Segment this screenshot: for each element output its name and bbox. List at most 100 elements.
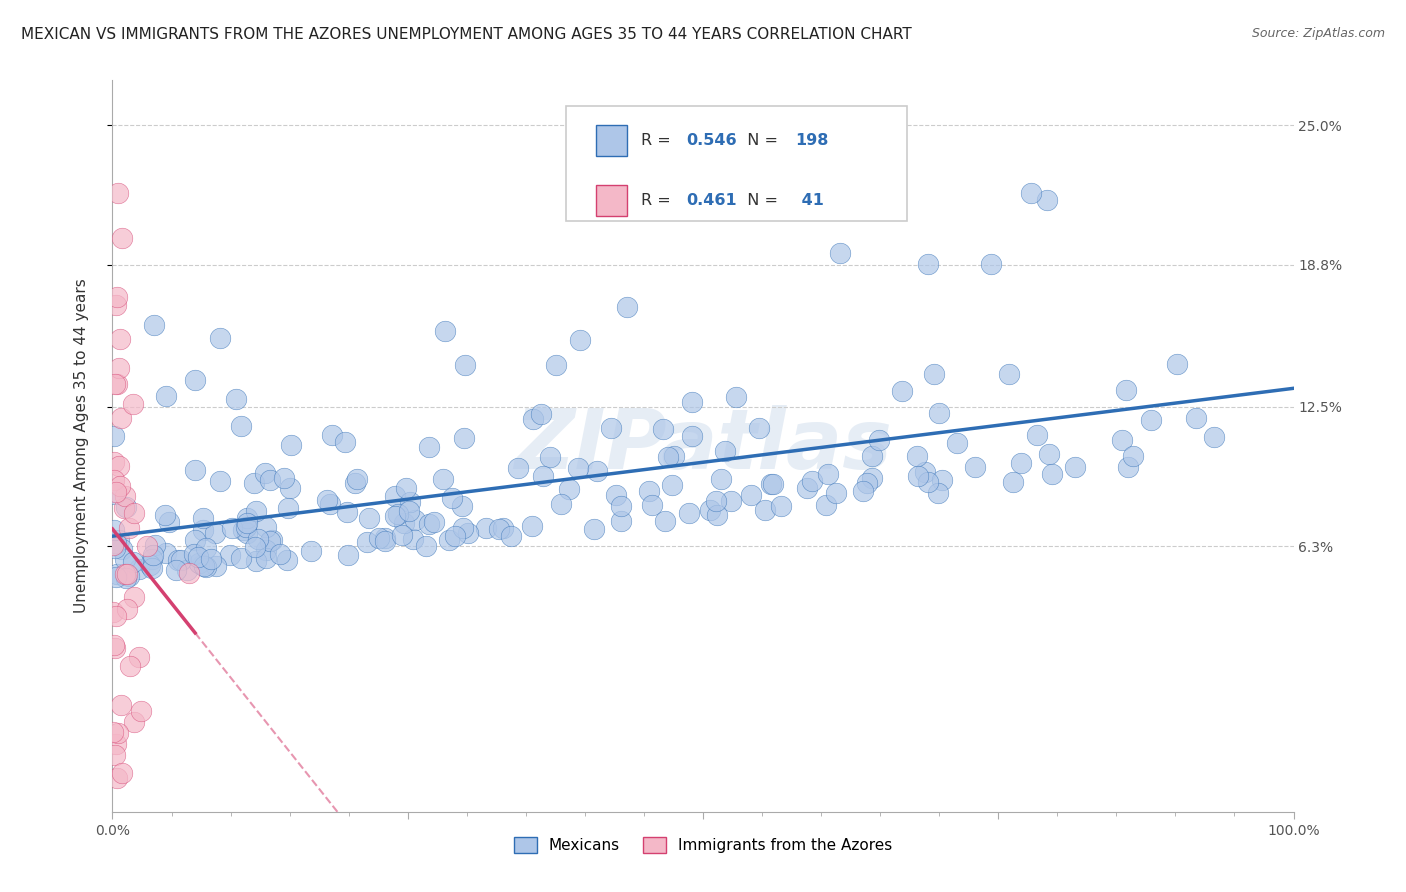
Point bbox=[111, 542, 134, 557]
Point bbox=[914, 465, 936, 479]
Point bbox=[108, 458, 131, 473]
Text: Source: ZipAtlas.com: Source: ZipAtlas.com bbox=[1251, 27, 1385, 40]
Point bbox=[402, 532, 425, 546]
Point bbox=[392, 516, 415, 531]
Point bbox=[661, 477, 683, 491]
Point bbox=[321, 428, 343, 442]
Point bbox=[105, 567, 128, 582]
Point bbox=[225, 392, 247, 407]
Point bbox=[605, 488, 627, 502]
Point bbox=[204, 558, 226, 573]
Point bbox=[253, 466, 276, 480]
Point bbox=[104, 541, 127, 555]
Text: ZIPatlas: ZIPatlas bbox=[515, 406, 891, 486]
Point bbox=[927, 485, 949, 500]
Point bbox=[1021, 186, 1043, 200]
Point bbox=[269, 548, 291, 562]
Point bbox=[104, 487, 127, 501]
Point bbox=[531, 468, 554, 483]
Point bbox=[115, 571, 138, 585]
Text: 41: 41 bbox=[796, 194, 824, 209]
Point bbox=[522, 412, 544, 426]
Point bbox=[538, 450, 561, 465]
Point bbox=[200, 552, 222, 566]
Point bbox=[191, 558, 214, 572]
Point bbox=[492, 520, 515, 534]
Point bbox=[550, 497, 572, 511]
Point bbox=[544, 358, 567, 372]
Point bbox=[1040, 467, 1063, 481]
Point bbox=[582, 522, 605, 536]
Legend: Mexicans, Immigrants from the Azores: Mexicans, Immigrants from the Azores bbox=[508, 830, 898, 859]
Point bbox=[499, 529, 522, 543]
Text: 0.546: 0.546 bbox=[686, 133, 737, 148]
Point bbox=[235, 511, 257, 525]
Point bbox=[917, 475, 939, 489]
Point bbox=[103, 429, 125, 443]
Point bbox=[277, 501, 299, 516]
Point bbox=[398, 494, 420, 508]
Point bbox=[710, 472, 733, 486]
Text: 0.461: 0.461 bbox=[686, 194, 737, 209]
Point bbox=[122, 397, 145, 411]
Point bbox=[1116, 460, 1139, 475]
Point bbox=[567, 460, 589, 475]
Point bbox=[395, 481, 418, 495]
Point bbox=[105, 771, 128, 785]
Point bbox=[141, 552, 163, 566]
Point bbox=[107, 533, 129, 547]
Point bbox=[114, 551, 136, 566]
Point bbox=[706, 508, 728, 522]
Point bbox=[530, 407, 553, 421]
Point bbox=[868, 433, 890, 447]
Point bbox=[166, 553, 188, 567]
Point bbox=[280, 438, 302, 452]
Point bbox=[654, 514, 676, 528]
Point bbox=[1026, 428, 1049, 442]
Point bbox=[122, 591, 145, 605]
Point bbox=[232, 523, 254, 537]
Point bbox=[860, 471, 883, 485]
Point bbox=[184, 373, 207, 387]
Point bbox=[357, 511, 380, 525]
Point bbox=[191, 510, 214, 524]
Point bbox=[384, 489, 406, 503]
Point bbox=[141, 561, 163, 575]
Y-axis label: Unemployment Among Ages 35 to 44 years: Unemployment Among Ages 35 to 44 years bbox=[75, 278, 89, 614]
Point bbox=[103, 455, 125, 469]
Point bbox=[1122, 449, 1144, 463]
Point bbox=[108, 332, 131, 346]
Point bbox=[453, 431, 475, 445]
Point bbox=[344, 475, 367, 490]
Point bbox=[104, 485, 127, 500]
Point bbox=[104, 641, 127, 656]
Point bbox=[404, 513, 426, 527]
Point bbox=[187, 550, 209, 565]
Point bbox=[558, 483, 581, 497]
Point bbox=[112, 501, 135, 516]
Point bbox=[641, 498, 664, 512]
Point bbox=[1166, 357, 1188, 371]
Point bbox=[862, 449, 884, 463]
Point bbox=[191, 523, 214, 537]
Point bbox=[101, 538, 124, 552]
Point bbox=[451, 520, 474, 534]
Point bbox=[259, 473, 281, 487]
Point bbox=[221, 520, 243, 534]
Point bbox=[193, 558, 215, 573]
Point bbox=[273, 471, 295, 485]
Point bbox=[254, 542, 277, 557]
Point bbox=[905, 449, 928, 463]
Point bbox=[384, 509, 406, 524]
Point bbox=[176, 563, 198, 577]
Point bbox=[1064, 460, 1087, 475]
Point bbox=[208, 474, 231, 488]
Point bbox=[121, 555, 143, 569]
Point bbox=[107, 726, 129, 740]
Text: N =: N = bbox=[737, 194, 783, 209]
Point bbox=[188, 557, 211, 571]
Point bbox=[235, 520, 257, 534]
Point bbox=[418, 440, 440, 454]
Point bbox=[142, 318, 165, 333]
Text: N =: N = bbox=[737, 133, 783, 148]
